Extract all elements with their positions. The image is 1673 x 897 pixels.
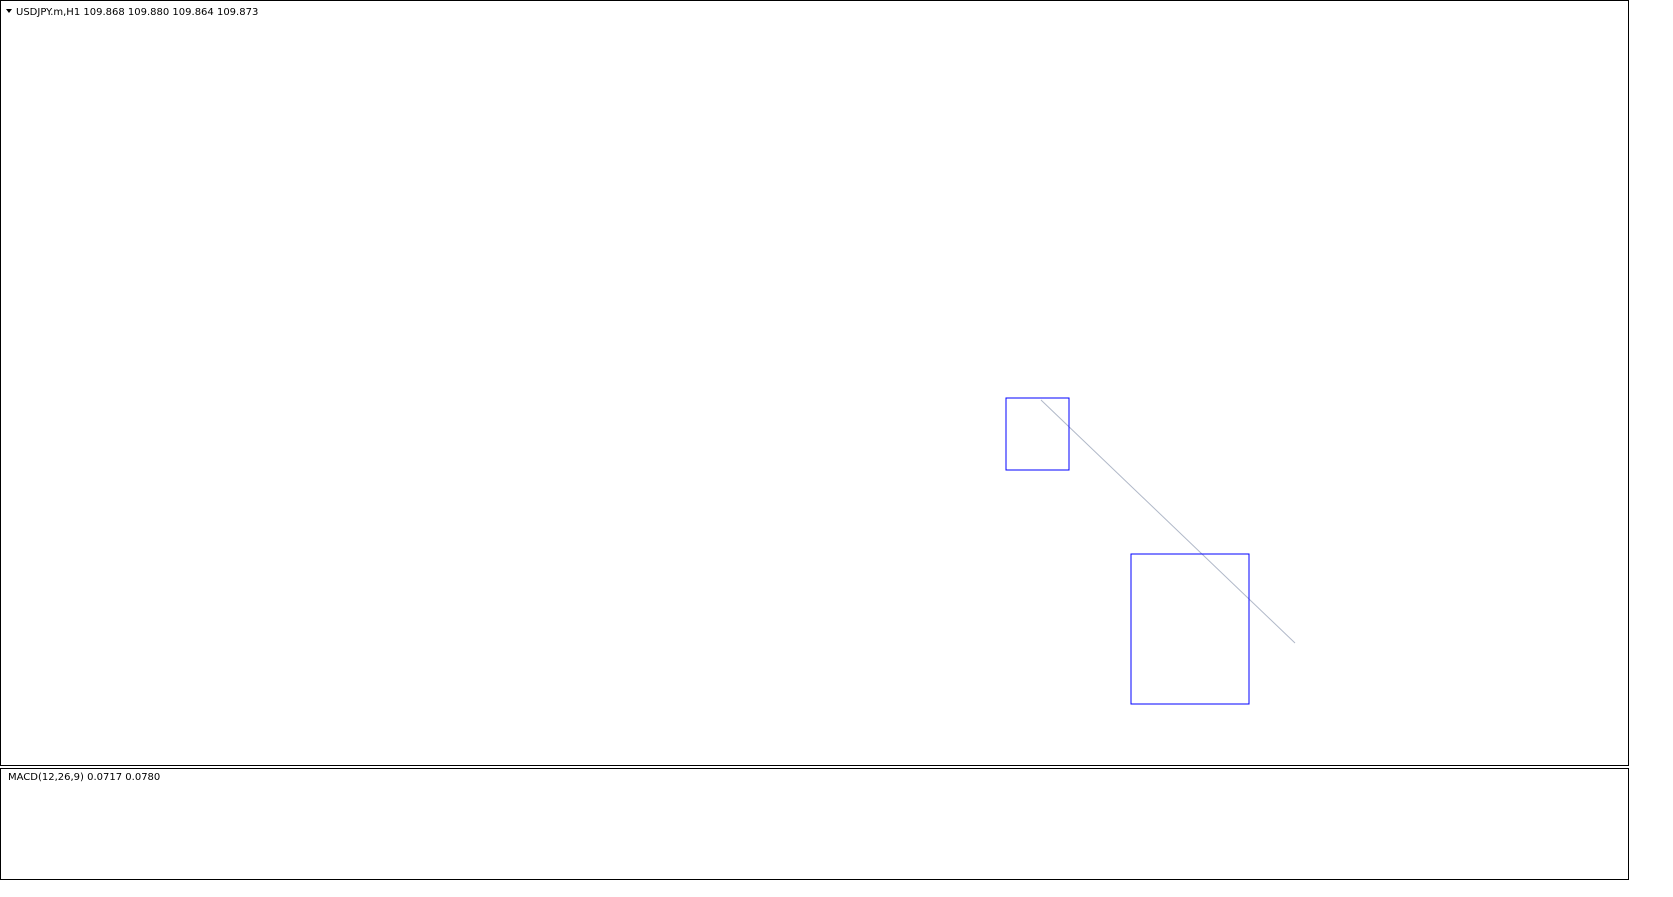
- box-annotation: [1130, 553, 1250, 705]
- macd-pane-frame: [0, 768, 1629, 880]
- menu-arrow[interactable]: [6, 9, 12, 13]
- chart-header: USDJPY.m,H1 109.868 109.880 109.864 109.…: [16, 7, 258, 18]
- box-annotation: [1005, 397, 1070, 471]
- trend-line: [1040, 399, 1296, 644]
- macd-title: MACD(12,26,9) 0.0717 0.0780: [8, 772, 160, 783]
- main-pane-frame: [0, 0, 1629, 766]
